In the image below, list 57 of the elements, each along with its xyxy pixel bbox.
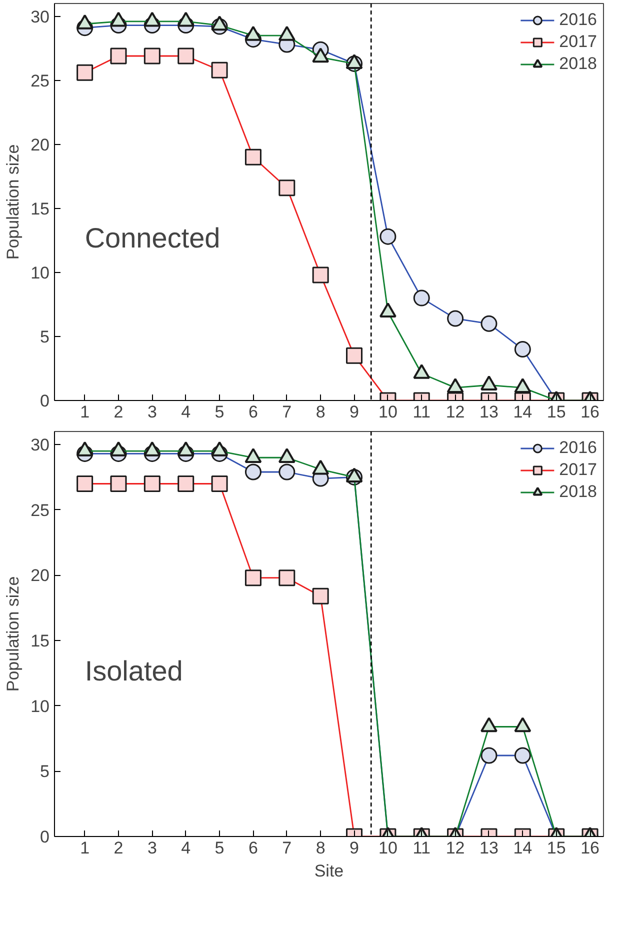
x-tick-label: 2 bbox=[114, 838, 124, 858]
legend-label: 2016 bbox=[559, 437, 597, 459]
y-tick-label: 25 bbox=[30, 71, 50, 90]
x-tick-label: 7 bbox=[282, 838, 292, 858]
y-tick-label: 0 bbox=[40, 828, 50, 846]
legend-label: 2018 bbox=[559, 481, 597, 503]
x-tick-label: 5 bbox=[214, 838, 224, 858]
x-tick-label: 9 bbox=[350, 838, 359, 858]
x-tick-label: 8 bbox=[316, 838, 326, 858]
x-tick-label: 9 bbox=[350, 402, 359, 422]
x-tick-label: 4 bbox=[181, 402, 191, 422]
x-axis-title: Site bbox=[314, 862, 344, 880]
y-tick-label: 15 bbox=[30, 632, 50, 651]
annotation: Connected bbox=[84, 222, 220, 254]
x-tick-label: 14 bbox=[513, 402, 532, 422]
y-tick-label: 30 bbox=[30, 436, 50, 455]
x-tick-label: 1 bbox=[80, 838, 90, 858]
legend-label: 2017 bbox=[559, 31, 597, 53]
y-axis-title: Population size bbox=[4, 576, 23, 692]
x-tick-label: 6 bbox=[248, 838, 258, 858]
x-tick-label: 10 bbox=[378, 838, 398, 858]
legend-label: 2016 bbox=[559, 9, 597, 31]
y-tick-label: 5 bbox=[40, 327, 50, 346]
x-tick-label: 8 bbox=[316, 402, 326, 422]
y-tick-label: 0 bbox=[40, 392, 50, 410]
y-tick-label: 5 bbox=[40, 762, 50, 782]
x-tick-label: 16 bbox=[580, 838, 600, 858]
x-tick-label: 7 bbox=[282, 402, 292, 422]
x-tick-label: 14 bbox=[513, 838, 532, 858]
y-tick-label: 30 bbox=[30, 7, 50, 26]
legend-label: 2018 bbox=[559, 53, 597, 75]
x-tick-label: 3 bbox=[147, 838, 157, 858]
x-tick-label: 15 bbox=[546, 402, 566, 422]
x-tick-label: 4 bbox=[181, 838, 191, 858]
y-tick-label: 20 bbox=[30, 566, 50, 586]
legend-label: 2017 bbox=[559, 459, 597, 481]
x-tick-label: 2 bbox=[114, 402, 124, 422]
x-tick-label: 13 bbox=[480, 402, 498, 422]
x-tick-label: 15 bbox=[546, 838, 566, 858]
x-tick-label: 12 bbox=[446, 402, 465, 422]
y-tick-label: 10 bbox=[30, 263, 50, 282]
y-tick-label: 20 bbox=[30, 135, 50, 154]
x-tick-label: 11 bbox=[412, 838, 430, 858]
x-tick-label: 3 bbox=[147, 402, 157, 422]
x-tick-label: 1 bbox=[80, 402, 90, 422]
x-tick-label: 5 bbox=[214, 402, 224, 422]
y-tick-label: 15 bbox=[30, 199, 50, 218]
x-tick-label: 12 bbox=[446, 838, 465, 858]
x-tick-label: 13 bbox=[480, 838, 498, 858]
annotation: Isolated bbox=[84, 656, 183, 687]
x-tick-label: 6 bbox=[248, 402, 258, 422]
y-tick-label: 10 bbox=[30, 696, 50, 716]
x-tick-label: 11 bbox=[412, 402, 430, 422]
x-tick-label: 16 bbox=[580, 402, 600, 422]
y-axis-title: Population size bbox=[4, 144, 23, 260]
x-tick-label: 10 bbox=[378, 402, 398, 422]
y-tick-label: 25 bbox=[30, 500, 50, 520]
